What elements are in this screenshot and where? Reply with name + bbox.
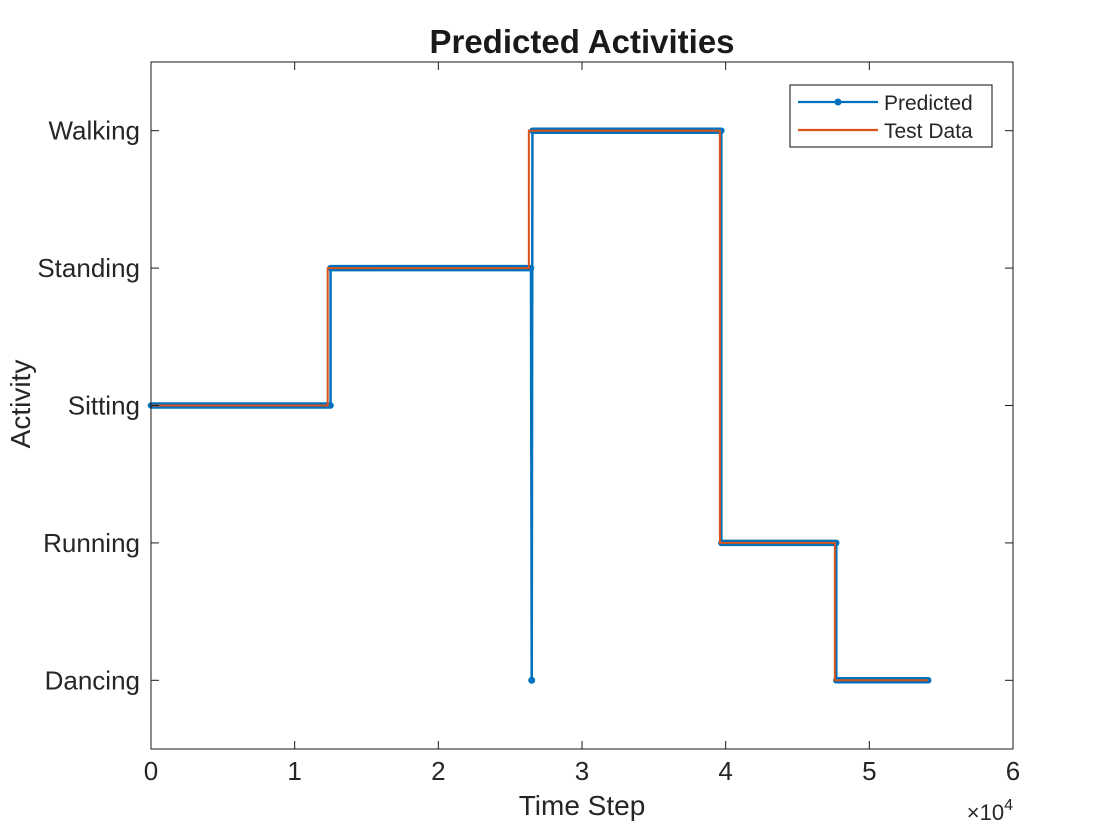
legend-label: Predicted [884,92,973,115]
x-tick-label: 4 [718,756,732,786]
predicted-outlier-marker [528,676,536,684]
y-tick-label: Running [43,528,140,558]
series-layer [147,127,932,684]
legend: Predicted Test Data [789,84,993,148]
y-tick-label: Walking [48,116,140,146]
x-tick-label: 6 [1006,756,1020,786]
y-tick-label: Dancing [45,665,140,695]
y-tick-label: Standing [37,253,140,283]
y-axis-label: Activity [5,360,36,449]
legend-sample-marker [834,98,842,106]
x-axis-label: Time Step [519,790,646,821]
x-tick-label: 5 [862,756,876,786]
x-tick-label: 2 [431,756,445,786]
x-tick-label: 1 [287,756,301,786]
series-test-data-line [151,129,929,682]
y-tick-label: Sitting [68,391,140,421]
x-tick-label: 3 [575,756,589,786]
chart-title: Predicted Activities [429,23,734,60]
axes-layer: 0 1 2 3 4 5 6 Dancing Running Sitting Standing Walk… [37,61,1020,825]
legend-box [789,84,993,148]
series-predicted-segment [530,130,534,681]
x-tick-label: 0 [144,756,158,786]
legend-label: Test Data [884,120,973,143]
x-axis-multiplier: ×104 [967,797,1013,825]
